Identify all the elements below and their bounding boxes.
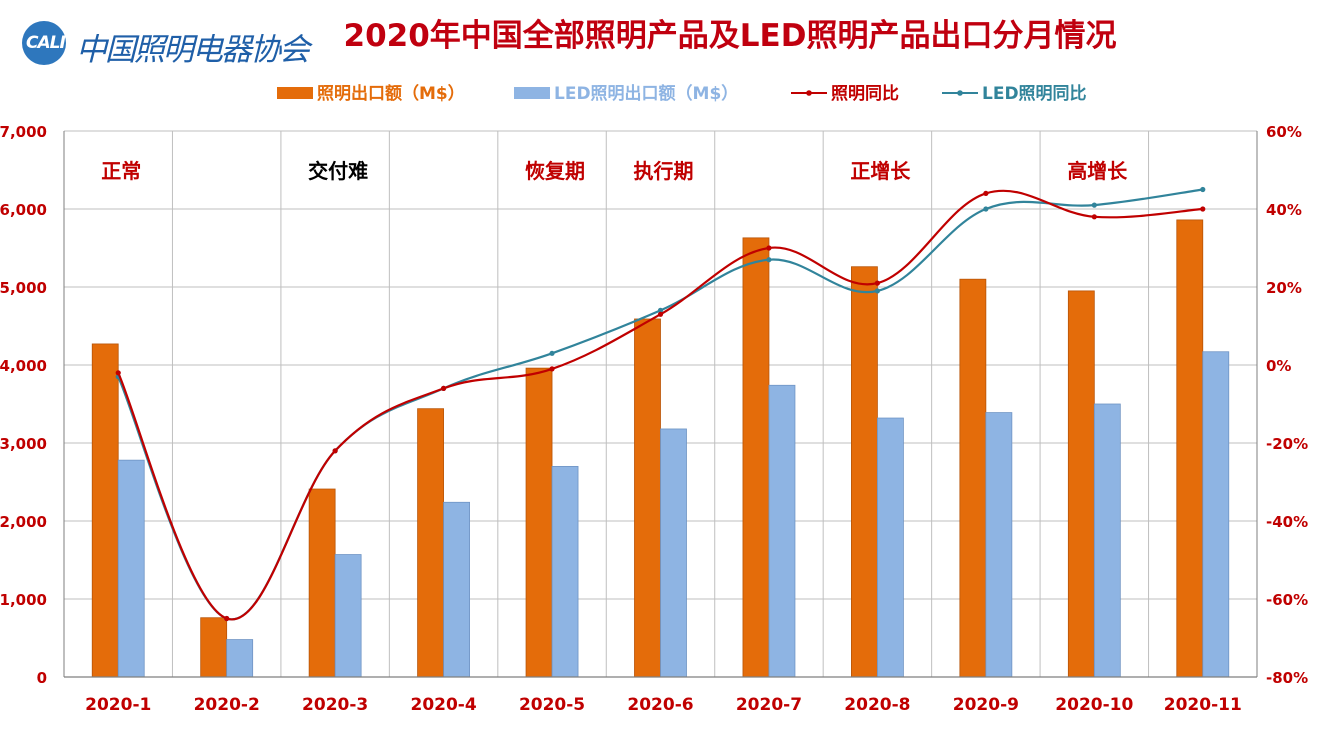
x-tick-label: 2020-3 xyxy=(302,695,368,715)
legend-marker xyxy=(957,90,963,96)
bar-led-export xyxy=(1093,403,1121,678)
x-tick-label: 2020-5 xyxy=(519,695,585,715)
y-left-tick-label: 4,000 xyxy=(0,357,47,375)
y-right-tick-label: 40% xyxy=(1266,201,1302,219)
stage-annotation: 执行期 xyxy=(634,159,694,183)
bar-led-export xyxy=(660,428,687,678)
y-left-tick-label: 5,000 xyxy=(0,279,47,297)
y-right-tick-label: -40% xyxy=(1266,513,1308,531)
legend-label: 照明同比 xyxy=(831,83,899,104)
y-right-tick-label: 0% xyxy=(1266,357,1291,375)
legend-swatch xyxy=(514,87,550,99)
x-tick-label: 2020-4 xyxy=(410,695,476,715)
legend-label: LED照明同比 xyxy=(982,83,1087,104)
bar-led-export xyxy=(768,384,796,678)
bar-lighting-export xyxy=(525,367,553,678)
point-lighting-yoy xyxy=(440,385,447,391)
x-tick-label: 2020-6 xyxy=(627,695,693,715)
bar-lighting-export xyxy=(308,488,336,678)
y-left-tick-label: 6,000 xyxy=(0,201,47,219)
association-logo: CALI 中国照明电器协会 xyxy=(22,18,310,68)
bar-led-export xyxy=(1202,351,1230,678)
logo-text: 中国照明电器协会 xyxy=(76,32,310,68)
y-right-tick-label: 60% xyxy=(1266,123,1302,141)
y-left-tick-label: 1,000 xyxy=(0,591,47,609)
line-lighting-yoy xyxy=(117,189,1203,621)
point-led-yoy xyxy=(983,206,989,212)
bar-led-export xyxy=(334,554,362,678)
y-right-tick-label: 20% xyxy=(1266,279,1302,297)
point-lighting-yoy xyxy=(1200,206,1206,212)
y-right-tick-label: -80% xyxy=(1266,669,1308,687)
point-lighting-yoy xyxy=(1091,214,1097,220)
x-tick-label: 2020-9 xyxy=(953,695,1019,715)
bar-lighting-export xyxy=(851,266,878,678)
bar-lighting-export xyxy=(1067,290,1095,678)
bar-led-export xyxy=(985,412,1013,678)
legend-swatch xyxy=(277,87,313,99)
bar-led-export xyxy=(877,417,904,678)
bar-lighting-export xyxy=(1176,219,1204,678)
logo-circle-icon xyxy=(22,21,66,65)
stage-annotation: 正常 xyxy=(101,159,141,183)
legend-label: LED照明出口额（M$） xyxy=(554,83,738,104)
x-tick-label: 2020-7 xyxy=(736,695,802,715)
bar-led-export xyxy=(117,459,145,678)
y-left-tick-label: 0 xyxy=(37,669,47,687)
x-tick-label: 2020-11 xyxy=(1164,695,1242,715)
y-right-tick-label: -60% xyxy=(1266,591,1308,609)
legend-label: 照明出口额（M$） xyxy=(317,83,465,104)
stage-annotation: 恢复期 xyxy=(525,159,585,183)
point-led-yoy xyxy=(874,288,881,294)
bar-lighting-export xyxy=(200,617,228,678)
x-tick-label: 2020-2 xyxy=(194,695,260,715)
point-led-yoy xyxy=(549,350,555,356)
point-lighting-yoy xyxy=(332,448,338,454)
bar-lighting-export xyxy=(417,408,444,678)
y-left-tick-label: 2,000 xyxy=(0,513,47,531)
point-lighting-yoy xyxy=(115,370,121,376)
x-tick-label: 2020-8 xyxy=(844,695,910,715)
x-tick-label: 2020-10 xyxy=(1055,695,1133,715)
point-led-yoy xyxy=(657,307,664,313)
x-tick-label: 2020-1 xyxy=(85,695,151,715)
point-lighting-yoy xyxy=(549,366,555,372)
stage-annotation: 交付难 xyxy=(308,159,368,183)
stage-annotation: 高增长 xyxy=(1067,159,1128,183)
legend-marker xyxy=(806,90,812,96)
point-led-yoy xyxy=(1200,186,1206,193)
logo-abbreviation: CALI xyxy=(26,33,66,53)
bar-led-export xyxy=(551,465,579,678)
bar-led-export xyxy=(226,639,254,678)
chart-title: 2020年中国全部照明产品及LED照明产品出口分月情况 xyxy=(343,18,1117,54)
y-right-tick-label: -20% xyxy=(1266,435,1308,453)
point-lighting-yoy xyxy=(874,280,881,286)
point-led-yoy xyxy=(766,257,772,263)
point-lighting-yoy xyxy=(766,245,772,251)
y-left-tick-label: 7,000 xyxy=(0,123,47,141)
bar-led-export xyxy=(443,501,470,678)
y-left-tick-label: 3,000 xyxy=(0,435,47,453)
bar-lighting-export xyxy=(742,237,770,678)
bar-lighting-export xyxy=(959,278,987,678)
bar-lighting-export xyxy=(634,318,661,678)
point-lighting-yoy xyxy=(657,311,664,317)
point-led-yoy xyxy=(1091,202,1097,208)
point-lighting-yoy xyxy=(224,615,230,622)
bar-lighting-export xyxy=(91,343,119,678)
stage-annotation: 正增长 xyxy=(850,159,911,183)
point-lighting-yoy xyxy=(983,190,989,196)
